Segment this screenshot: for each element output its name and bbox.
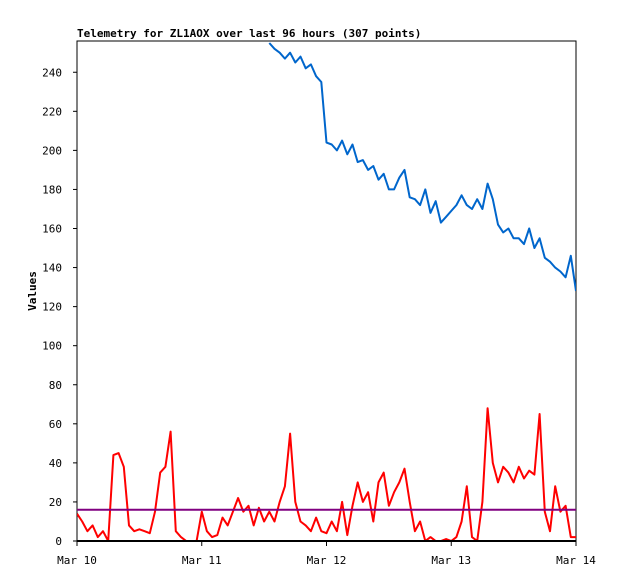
y-tick-label: 20: [49, 496, 62, 509]
plot-lines: [77, 42, 576, 541]
y-axis-label: Values: [26, 271, 39, 311]
series-line: [268, 42, 576, 292]
y-tick-label: 0: [55, 535, 62, 548]
chart-title: Telemetry for ZL1AOX over last 96 hours …: [77, 27, 421, 40]
y-tick-label: 60: [49, 418, 62, 431]
y-tick-label: 160: [42, 223, 62, 236]
y-tick-label: 220: [42, 105, 62, 118]
x-tick-label: Mar 14: [556, 554, 596, 567]
y-tick-label: 200: [42, 144, 62, 157]
y-tick-label: 180: [42, 183, 62, 196]
x-tick-label: Mar 10: [57, 554, 97, 567]
y-tick-label: 240: [42, 66, 62, 79]
y-tick-label: 140: [42, 262, 62, 275]
y-tick-label: 40: [49, 457, 62, 470]
y-tick-label: 80: [49, 379, 62, 392]
x-tick-label: Mar 12: [307, 554, 347, 567]
y-tick-label: 120: [42, 301, 62, 314]
y-tick-label: 100: [42, 340, 62, 353]
x-tick-label: Mar 13: [431, 554, 471, 567]
x-tick-label: Mar 11: [182, 554, 222, 567]
series-line: [77, 407, 576, 541]
